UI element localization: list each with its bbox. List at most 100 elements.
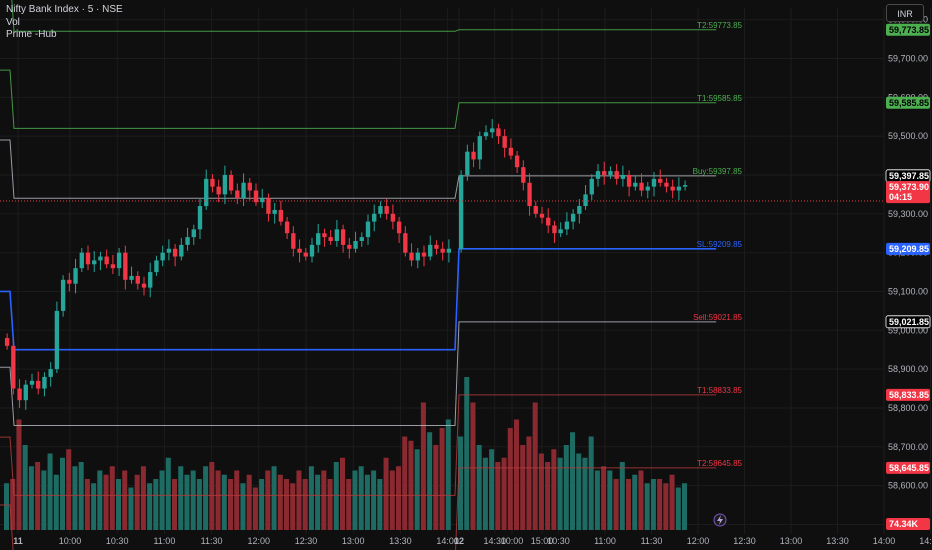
candle-body [658, 178, 663, 183]
candle-body [564, 221, 570, 230]
volume-bar [28, 466, 34, 530]
volume-bar [669, 474, 675, 530]
time-tick-label: 10:00 [501, 536, 524, 546]
time-axis: 11 10:00 10:30 11:00 11:30 12:00 12:30 13:00 13:… [13, 536, 932, 546]
volume-bar [172, 479, 178, 530]
candle-body [179, 244, 184, 257]
volume-bar [178, 466, 184, 530]
volume-bar [84, 479, 90, 530]
volume-bar [203, 466, 209, 530]
currency-button[interactable]: INR [886, 4, 924, 22]
candle-body [141, 283, 147, 288]
time-tick-label: 11:00 [594, 536, 616, 546]
price-tag-label: 59,585.85 [889, 98, 929, 108]
volume-bar [358, 466, 364, 530]
candle-body [396, 221, 402, 234]
candle-body [85, 252, 91, 265]
volume-bar [290, 483, 296, 530]
time-tick-label: 12:00 [248, 536, 271, 546]
candle-body [23, 384, 28, 401]
volume-bar [576, 453, 582, 530]
volume-bar [228, 479, 234, 530]
volume-bar [607, 470, 613, 530]
volume-bars [4, 377, 688, 530]
price-tick-label: 59,000.00 [888, 325, 928, 335]
volume-bar [221, 474, 227, 530]
volume-bar [514, 419, 520, 530]
volume-bar [97, 470, 103, 530]
time-tick-label: 10:00 [59, 536, 82, 546]
volume-bar [122, 470, 128, 530]
candle-body [266, 198, 271, 214]
volume-bar [352, 470, 358, 530]
candle-body [166, 248, 172, 253]
volume-bar [632, 474, 638, 530]
candle-body [446, 248, 452, 253]
price-tag-label: 59,373.90 [889, 182, 929, 192]
candle-body [483, 132, 489, 137]
candle-body [372, 213, 377, 222]
volume-bar [482, 457, 488, 530]
candle-body [539, 213, 545, 218]
candle-body [502, 136, 507, 148]
candle-body [235, 190, 240, 199]
time-tick-label: 12 [454, 536, 464, 546]
volume-bar [364, 474, 370, 530]
symbol-title[interactable]: Nifty Bank Index · 5 · NSE [6, 4, 123, 15]
volume-bar [563, 445, 569, 530]
volume-bar [445, 419, 451, 530]
candle-body [384, 206, 389, 214]
level-line-buy [0, 139, 717, 199]
price-tag-label: 59,021.85 [889, 317, 929, 327]
time-tick-label: 12:30 [733, 536, 756, 546]
volume-bar [532, 402, 538, 530]
level-label: T2:59773.85 [697, 21, 742, 30]
price-tick-label: 58,600.00 [888, 481, 928, 491]
volume-bar [507, 428, 513, 530]
volume-bar [619, 462, 625, 530]
volume-bar [35, 462, 41, 530]
candle-body [278, 209, 284, 222]
candle-body [322, 233, 327, 238]
candle-body [67, 279, 72, 284]
price-tag-bg [886, 181, 930, 204]
candle-body [36, 380, 41, 389]
volume-bar [644, 483, 650, 530]
volume-bar [252, 487, 258, 530]
candle-body [228, 174, 234, 191]
volume-bar [72, 466, 78, 530]
time-tick-label: 13:30 [389, 536, 412, 546]
volume-indicator-label[interactable]: Vol [6, 16, 20, 28]
volume-bar [613, 479, 619, 530]
time-tick-label: 15:00 [531, 536, 554, 546]
level-line-t2-up [11, 0, 717, 32]
candle-body [297, 248, 302, 253]
volume-bar [538, 453, 544, 530]
volume-bar [66, 449, 72, 530]
volume-bar [4, 483, 10, 530]
volume-bar [601, 466, 607, 530]
candle-body [334, 229, 340, 241]
volume-bar [234, 470, 240, 530]
candle-body [54, 310, 60, 370]
candle-body [664, 182, 669, 187]
candle-body [670, 186, 675, 191]
volume-bar [414, 449, 420, 530]
time-tick-label: 11:30 [641, 536, 663, 546]
time-tick-label: 12:30 [295, 536, 318, 546]
volume-bar [495, 462, 501, 530]
volume-bar [134, 474, 140, 530]
volume-bar [240, 483, 246, 530]
candle-body [241, 182, 246, 199]
volume-bar [209, 462, 215, 530]
lightning-icon[interactable] [713, 513, 727, 527]
candle-body [135, 275, 140, 284]
level-label: T1:58833.85 [697, 386, 742, 395]
volume-bar [663, 483, 669, 530]
prime-hub-indicator-label[interactable]: Prime -Hub [6, 29, 57, 40]
price-tick-label: 59,700.00 [888, 53, 928, 63]
volume-bar [657, 479, 663, 530]
price-tick-label: 58,900.00 [888, 364, 928, 374]
candle-body [676, 186, 682, 191]
